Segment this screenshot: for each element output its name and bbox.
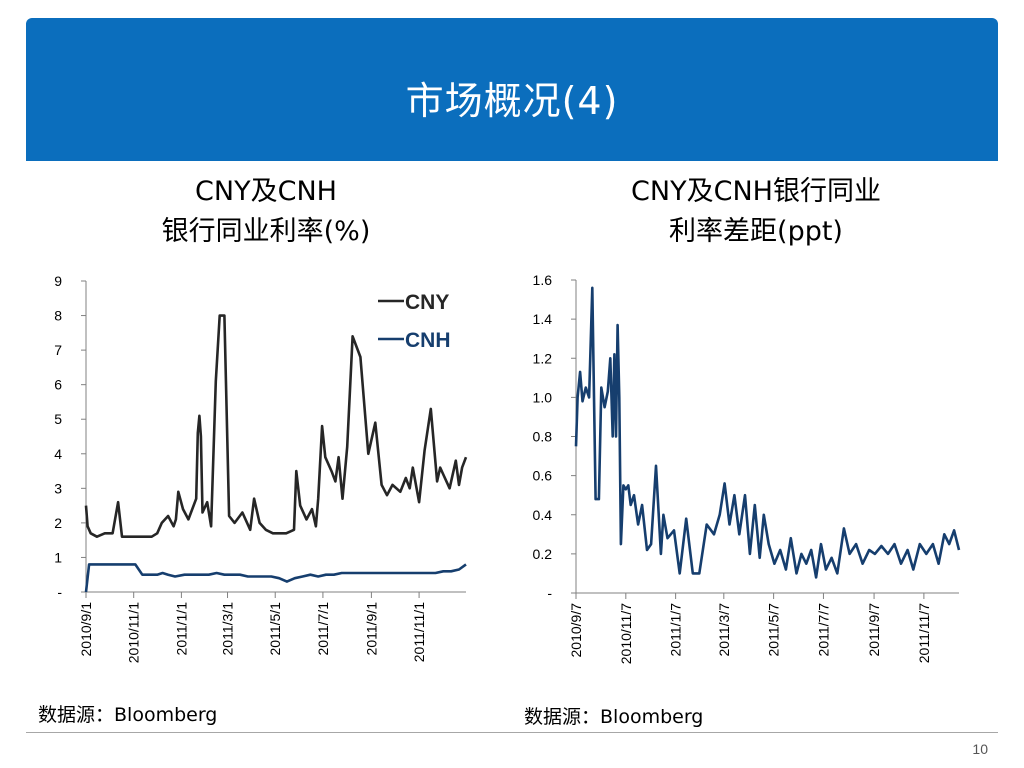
left-x-tick-label: 2011/5/1 [267, 602, 283, 656]
right-y-tick-label: 0.6 [533, 468, 553, 484]
right-x-tick-label: 2011/7/7 [815, 603, 831, 657]
right-chart-title: CNY及CNH银行同业 利率差距(ppt) [556, 172, 956, 252]
slide-title: 市场概况(4) [405, 79, 619, 123]
left-chart-title-line2: 银行同业利率(%) [161, 216, 371, 247]
left-x-tick-label: 2011/3/1 [220, 602, 236, 656]
page-number: 10 [972, 741, 988, 757]
left-y-tick-label: 5 [54, 411, 62, 427]
left-series-line-cnh [84, 563, 467, 593]
right-x-tick-label: 2010/11/7 [618, 603, 634, 664]
right-x-tick-label: 2010/9/7 [568, 603, 584, 658]
right-source-note: 数据源：Bloomberg [524, 706, 704, 728]
right-y-tick-label: 0.2 [533, 546, 553, 562]
right-x-tick-label: 2011/3/7 [716, 603, 732, 657]
left-y-tick-label: 9 [54, 273, 62, 289]
left-y-tick-label: 6 [54, 377, 62, 393]
right-x-tick-label: 2011/5/7 [766, 603, 782, 657]
right-x-tick-label: 2011/1/7 [668, 603, 684, 657]
left-y-tick-label: 2 [54, 515, 62, 531]
left-source-note: 数据源：Bloomberg [38, 704, 218, 726]
right-y-tick-label: 1.0 [533, 389, 553, 405]
right-y-tick-label: - [547, 585, 552, 601]
right-series-line-spread [574, 286, 961, 579]
left-y-tick-label: 7 [54, 342, 62, 358]
left-x-tick-label: 2011/1/1 [173, 602, 189, 656]
right-y-tick-label: 1.4 [533, 311, 553, 327]
footer-divider [26, 732, 998, 733]
right-x-tick-label: 2011/11/7 [916, 603, 932, 663]
right-y-tick-label: 1.6 [533, 272, 553, 288]
left-chart-title: CNY及CNH 银行同业利率(%) [76, 172, 456, 252]
left-y-tick-label: 8 [54, 308, 62, 324]
left-x-tick-label: 2010/11/1 [126, 602, 142, 663]
left-x-tick-label: 2011/11/1 [411, 602, 427, 662]
left-x-tick-label: 2011/7/1 [315, 602, 331, 656]
right-x-tick-label: 2011/9/7 [866, 603, 882, 657]
left-y-tick-label: 4 [54, 446, 62, 462]
left-y-tick-label: 1 [54, 549, 62, 565]
left-y-tick-label: 3 [54, 480, 62, 496]
right-chart-title-line1: CNY及CNH银行同业 [631, 176, 881, 207]
left-x-tick-label: 2011/9/1 [363, 602, 379, 656]
left-y-tick-label: - [57, 584, 62, 600]
right-y-tick-label: 1.2 [533, 350, 553, 366]
right-y-tick-label: 0.4 [533, 507, 553, 523]
left-x-tick-label: 2010/9/1 [78, 602, 94, 657]
right-chart-title-line2: 利率差距(ppt) [669, 216, 843, 247]
left-chart-title-line1: CNY及CNH [195, 176, 337, 207]
left-legend-label-cny: CNY [405, 291, 449, 314]
right-y-tick-label: 0.8 [533, 429, 553, 445]
left-series-line-cny [84, 314, 468, 539]
slide-header: 市场概况(4) [26, 18, 998, 161]
left-legend-label-cnh: CNH [405, 329, 451, 352]
